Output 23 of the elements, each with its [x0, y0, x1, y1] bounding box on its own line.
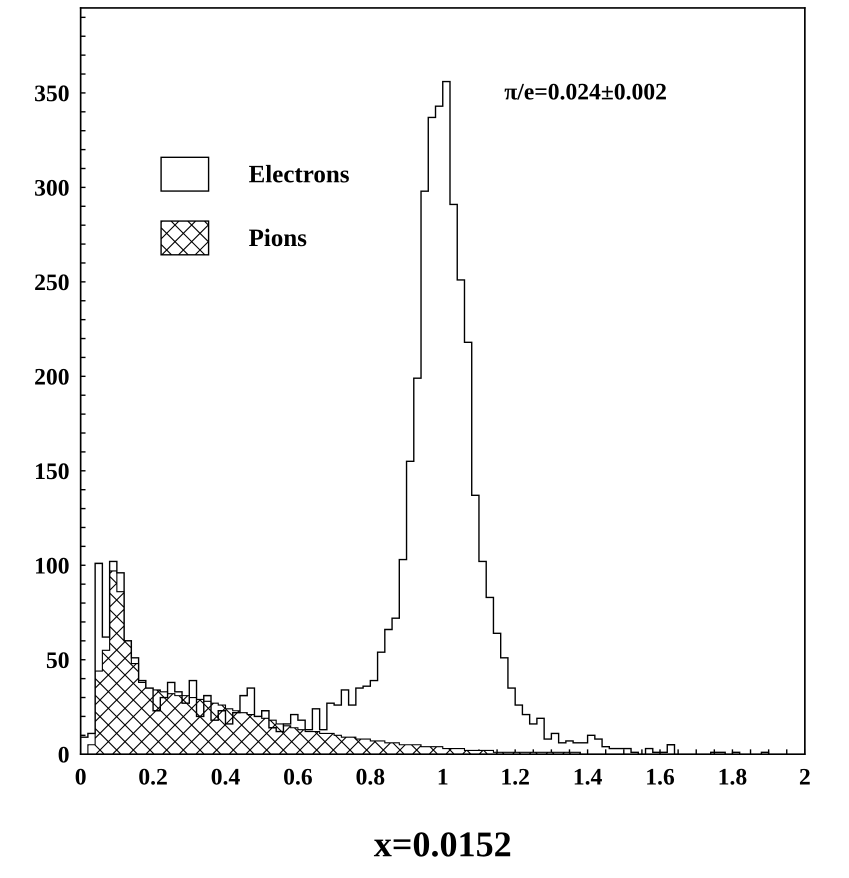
- x-tick-label: 0.6: [284, 768, 312, 785]
- y-tick-label: 200: [35, 368, 69, 385]
- annotation: π/e=0.024±0.002: [504, 84, 666, 100]
- x-tick-label: 2: [800, 768, 810, 784]
- x-tick-label: 0: [76, 768, 86, 785]
- x-tick-label: 1.2: [502, 768, 529, 785]
- x-tick-label: 0.8: [356, 768, 384, 785]
- x-tick-label: 1.8: [720, 768, 746, 785]
- y-tick-label: 300: [35, 180, 69, 196]
- x-axis-title: x=0.0152: [374, 832, 510, 857]
- x-tick-label: 0.4: [212, 768, 240, 785]
- y-tick-label: 50: [46, 652, 69, 668]
- y-tick-label: 100: [36, 558, 69, 574]
- x-tick-label: 1.6: [647, 768, 674, 785]
- x-tick-label: 1.4: [574, 768, 602, 785]
- x-tick-label: 1: [438, 768, 448, 784]
- y-tick-label: 350: [35, 85, 69, 102]
- legend-label: Electrons: [249, 164, 349, 183]
- x-tick-label: 0.2: [139, 768, 167, 785]
- y-tick-label: 150: [36, 463, 69, 480]
- legend-label: Pions: [249, 228, 306, 246]
- y-tick-label: 250: [35, 274, 69, 290]
- y-tick-label: 0: [58, 746, 69, 763]
